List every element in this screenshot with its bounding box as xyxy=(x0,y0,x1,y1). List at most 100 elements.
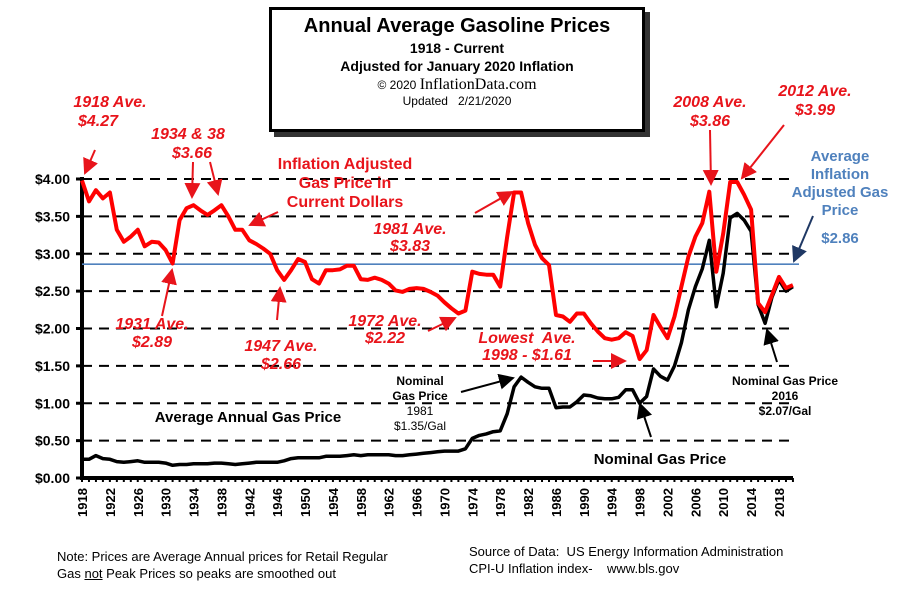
x-tick-label: 1962 xyxy=(382,488,397,517)
x-tick-label: 1922 xyxy=(103,488,118,517)
nominal-gas-price-label: Nominal Gas Price xyxy=(593,451,727,468)
y-tick-label: $3.00 xyxy=(35,246,70,262)
x-tick-label: 2014 xyxy=(744,487,759,517)
arrow-nominal-2016 xyxy=(763,328,779,363)
x-tick-label: 1970 xyxy=(437,488,452,517)
title-box: Annual Average Gasoline Prices 1918 - Cu… xyxy=(269,7,645,132)
y-tick-label: $1.00 xyxy=(35,395,70,411)
source-line-2: CPI-U Inflation index- www.bls.gov xyxy=(469,561,680,576)
annotation-lowest-value: 1998 - $1.61 xyxy=(482,347,572,364)
annotation-1918-value: $4.27 xyxy=(77,113,119,130)
x-tick-label: 1978 xyxy=(493,488,508,517)
x-tick-label: 1966 xyxy=(410,488,425,517)
x-tick-label: 2010 xyxy=(716,488,731,517)
annotation-2008-value: $3.86 xyxy=(689,113,731,130)
x-tick-label: 1926 xyxy=(131,488,146,517)
arrow-nominal-1998 xyxy=(636,402,653,438)
chart-subtitle-range: 1918 - Current xyxy=(409,40,505,56)
annotation-1981-label: 1981 Ave. xyxy=(373,221,447,238)
note-line-1: Note: Prices are Average Annual prices f… xyxy=(57,549,388,564)
annotation-1972-value: $2.22 xyxy=(364,330,406,347)
x-tick-label: 1934 xyxy=(187,487,202,517)
note-line-2: Gas not Peak Prices so peaks are smoothe… xyxy=(57,566,336,581)
x-tick-label: 1986 xyxy=(549,488,564,517)
adjusted-label-1: Inflation Adjusted xyxy=(277,156,413,173)
nominal-1981-line2: Gas Price xyxy=(392,389,448,403)
y-tick-label: $4.00 xyxy=(35,171,70,187)
annotation-2012-value: $3.99 xyxy=(794,102,836,119)
copyright: © 2020 xyxy=(377,78,417,92)
annotation-2012-label: 2012 Ave. xyxy=(778,83,852,100)
arrow-1931 xyxy=(161,268,177,317)
average-label-2: Inflation xyxy=(810,166,870,183)
arrow-1947 xyxy=(270,286,287,321)
arrow-1938 xyxy=(206,161,223,196)
adjusted-label-2: Gas Price in xyxy=(298,175,392,192)
x-tick-label: 1982 xyxy=(521,488,536,517)
y-tick-label: $2.50 xyxy=(35,283,70,299)
x-tick-label: 1938 xyxy=(214,488,229,517)
x-tick-label: 2002 xyxy=(660,488,675,517)
x-tick-label: 1954 xyxy=(326,487,341,517)
nominal-1981-line1: Nominal xyxy=(396,374,444,388)
arrow-average xyxy=(792,215,814,263)
x-tick-label: 1974 xyxy=(465,487,480,517)
x-tick-label: 1950 xyxy=(298,488,313,517)
x-tick-label: 1990 xyxy=(577,488,592,517)
annotation-lowest-label: Lowest Ave. xyxy=(478,330,576,347)
arrow-adjusted-line xyxy=(248,211,279,227)
inflation-adjusted-line xyxy=(80,179,794,362)
average-label-3: Adjusted Gas xyxy=(791,184,889,201)
average-annual-gas-price-label: Average Annual Gas Price xyxy=(154,409,342,426)
nominal-2016-value: $2.07/Gal xyxy=(758,404,812,418)
nominal-2016-line1: Nominal Gas Price xyxy=(731,374,839,388)
note-right: Source of Data: US Energy Information Ad… xyxy=(469,543,783,577)
average-label-1: Average xyxy=(810,148,870,165)
arrow-1972 xyxy=(427,316,457,332)
y-tick-label: $2.00 xyxy=(35,321,70,337)
x-tick-label: 1958 xyxy=(354,488,369,517)
y-tick-label: $3.50 xyxy=(35,208,70,224)
average-value: $2.86 xyxy=(821,230,859,247)
nominal-2016-year: 2016 xyxy=(771,389,799,403)
chart-title: Annual Average Gasoline Prices xyxy=(303,15,611,37)
updated-date: Updated 2/21/2020 xyxy=(402,94,512,108)
annotation-1972-label: 1972 Ave. xyxy=(348,313,422,330)
x-tick-label: 1930 xyxy=(159,488,174,517)
x-tick-label: 1998 xyxy=(633,488,648,517)
nominal-1981-value: $1.35/Gal xyxy=(393,419,447,433)
annotation-1934-value: $3.66 xyxy=(171,145,213,162)
annotation-1947-label: 1947 Ave. xyxy=(244,338,318,355)
y-tick-label: $0.50 xyxy=(35,433,70,449)
source-line-1: Source of Data: US Energy Information Ad… xyxy=(469,544,784,559)
site-name: InflationData.com xyxy=(419,76,537,93)
annotation-1934-label: 1934 & 38 xyxy=(151,126,225,143)
nominal-line xyxy=(82,211,794,468)
annotation-2008-label: 2008 Ave. xyxy=(673,94,747,111)
annotation-1931-label: 1931 Ave. xyxy=(115,316,189,333)
annotation-1981-value: $3.83 xyxy=(389,238,431,255)
arrow-2012 xyxy=(740,124,785,180)
x-tick-label: 1942 xyxy=(242,488,257,517)
y-tick-label: $1.50 xyxy=(35,358,70,374)
arrow-nominal-1981 xyxy=(460,373,515,393)
annotation-1947-value: $2.66 xyxy=(260,356,302,373)
arrow-1918 xyxy=(83,149,98,175)
arrow-1981 xyxy=(474,191,514,214)
x-tick-label: 2018 xyxy=(772,488,787,517)
x-tick-label: 2006 xyxy=(688,488,703,517)
x-tick-label: 1994 xyxy=(605,487,620,517)
x-tick-label: 1946 xyxy=(270,488,285,517)
note-left: Note: Prices are Average Annual prices f… xyxy=(57,548,388,582)
adjusted-label-3: Current Dollars xyxy=(286,194,404,211)
x-tick-label: 1918 xyxy=(75,488,90,517)
arrow-2008 xyxy=(702,129,719,186)
nominal-1981-year: 1981 xyxy=(406,404,434,418)
annotation-1931-value: $2.89 xyxy=(131,334,173,351)
annotation-1918-label: 1918 Ave. xyxy=(73,94,147,111)
average-label-4: Price xyxy=(821,202,859,219)
chart-subtitle-adjusted: Adjusted for January 2020 Inflation xyxy=(340,58,574,74)
y-tick-label: $0.00 xyxy=(35,470,70,486)
